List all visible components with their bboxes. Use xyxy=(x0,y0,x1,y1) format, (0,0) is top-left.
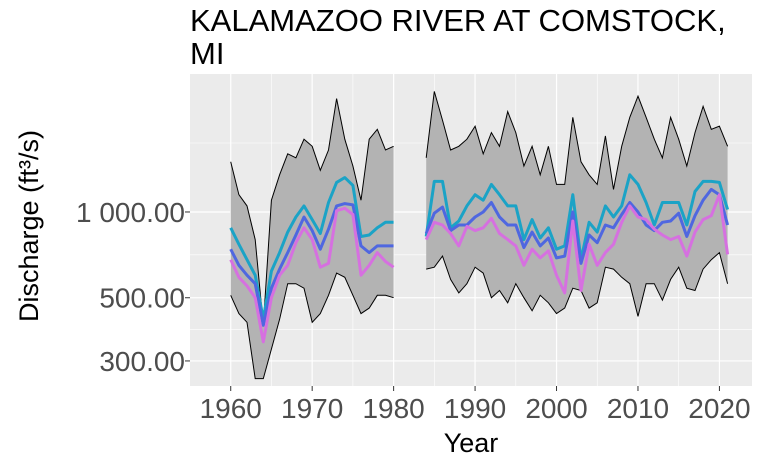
x-tick-label: 1970 xyxy=(281,393,343,424)
series-line-1 xyxy=(424,173,730,262)
series-line-2 xyxy=(424,187,730,265)
y-axis-title-text: Discharge (ft³/s) xyxy=(14,130,44,322)
ribbon-lower-line xyxy=(230,272,394,380)
series-lines xyxy=(229,173,730,344)
ribbon-area xyxy=(426,91,728,317)
x-axis-title: Year xyxy=(444,428,499,458)
x-tick-label: 1980 xyxy=(362,393,424,424)
x-tick-label: 1990 xyxy=(444,393,506,424)
x-tick-label: 1960 xyxy=(200,393,262,424)
axis-ticks: 1960 1970 1980 1990 2000 2010 2020 300.00 500.00… xyxy=(76,197,751,424)
y-tick-label: 300.00 xyxy=(99,346,185,377)
y-axis-title: Discharge (ft³/s) xyxy=(14,130,44,322)
ribbon-lower-line xyxy=(426,251,729,317)
series-line-3 xyxy=(229,206,395,344)
x-tick-label: 2000 xyxy=(525,393,587,424)
x-tick-label: 2020 xyxy=(688,393,750,424)
x-tick-label: 2010 xyxy=(607,393,669,424)
series-line-2 xyxy=(229,202,394,327)
series-line-3 xyxy=(424,193,730,295)
ribbon-upper-line xyxy=(425,91,729,190)
y-tick-label: 500.00 xyxy=(99,283,185,314)
chart-title: KALAMAZOO RIVER AT COMSTOCK, MI xyxy=(190,3,726,71)
y-tick-label: 1 000.00 xyxy=(76,197,185,228)
ribbon-upper-line xyxy=(230,98,394,326)
